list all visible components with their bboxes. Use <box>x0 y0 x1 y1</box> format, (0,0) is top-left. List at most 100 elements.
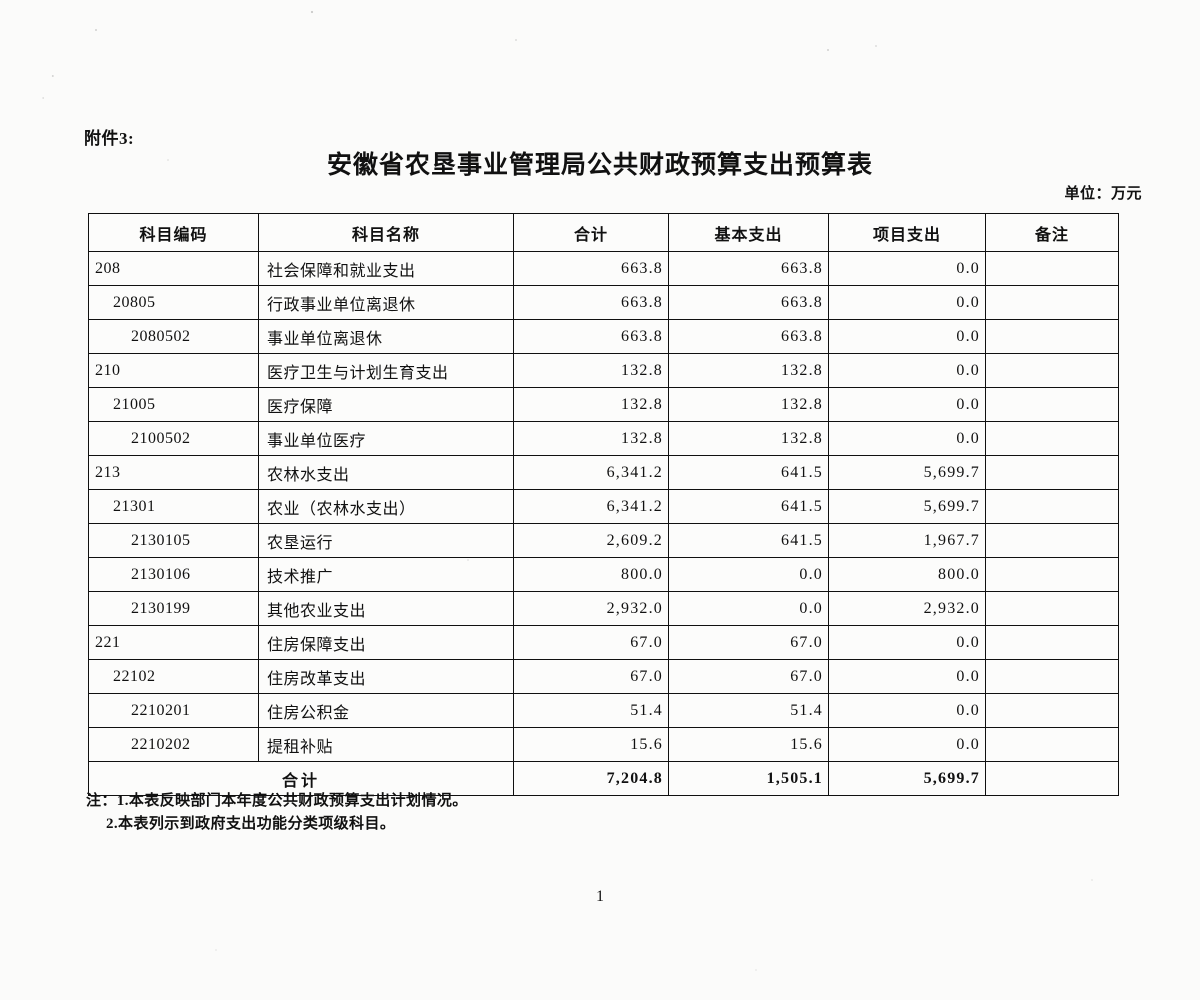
cell-subject-code: 2130106 <box>88 557 259 592</box>
cell-project-expenditure: 1,967.7 <box>828 523 986 558</box>
cell-project-expenditure: 0.0 <box>828 659 986 694</box>
cell-remark <box>985 693 1119 728</box>
unit-note: 单位：万元 <box>1064 186 1142 202</box>
table-row: 210 医疗卫生与计划生育支出 132.8 132.8 0.0 <box>88 353 1119 388</box>
cell-remark <box>985 523 1119 558</box>
cell-remark <box>985 455 1119 490</box>
cell-project-expenditure: 800.0 <box>828 557 986 592</box>
cell-subject-name: 其他农业支出 <box>258 591 514 626</box>
cell-subject-name: 行政事业单位离退休 <box>258 285 514 320</box>
cell-subject-name: 农垦运行 <box>258 523 514 558</box>
total-row-remark <box>985 761 1119 796</box>
cell-project-expenditure: 0.0 <box>828 693 986 728</box>
table-row: 21005 医疗保障 132.8 132.8 0.0 <box>88 387 1119 422</box>
page-title: 安徽省农垦事业管理局公共财政预算支出预算表 <box>326 152 873 179</box>
cell-remark <box>985 353 1119 388</box>
table-row: 208 社会保障和就业支出 663.8 663.8 0.0 <box>88 251 1119 286</box>
cell-basic-expenditure: 641.5 <box>668 523 829 558</box>
cell-subject-name: 事业单位医疗 <box>258 421 514 456</box>
cell-basic-expenditure: 132.8 <box>668 387 829 422</box>
cell-project-expenditure: 0.0 <box>828 251 986 286</box>
cell-project-expenditure: 0.0 <box>828 727 986 762</box>
cell-remark <box>985 421 1119 456</box>
cell-subject-code: 2130105 <box>88 523 259 558</box>
cell-remark <box>985 489 1119 524</box>
cell-total: 800.0 <box>513 557 669 592</box>
footnotes: 注：1.本表反映部门本年度公共财政预算支出计划情况。 2.本表列示到政府支出功能… <box>86 790 468 837</box>
cell-project-expenditure: 0.0 <box>828 285 986 320</box>
cell-total: 2,609.2 <box>513 523 669 558</box>
table-row: 2080502 事业单位离退休 663.8 663.8 0.0 <box>88 319 1119 354</box>
cell-basic-expenditure: 663.8 <box>668 285 829 320</box>
cell-total: 132.8 <box>513 387 669 422</box>
table-body: 208 社会保障和就业支出 663.8 663.8 0.0 20805 行政事业单位离退休 6… <box>88 251 1119 762</box>
cell-total: 132.8 <box>513 421 669 456</box>
cell-subject-code: 2210202 <box>88 727 259 762</box>
cell-subject-code: 21301 <box>88 489 259 524</box>
cell-remark <box>985 251 1119 286</box>
cell-subject-name: 农业（农林水支出） <box>258 489 514 524</box>
column-header-remark: 备注 <box>985 213 1119 252</box>
cell-subject-code: 208 <box>88 251 259 286</box>
cell-basic-expenditure: 663.8 <box>668 319 829 354</box>
total-row-label: 合计 <box>88 761 514 796</box>
cell-remark <box>985 625 1119 660</box>
column-header-name: 科目名称 <box>258 213 514 252</box>
cell-remark <box>985 659 1119 694</box>
table-row: 21301 农业（农林水支出） 6,341.2 641.5 5,699.7 <box>88 489 1119 524</box>
column-header-code: 科目编码 <box>88 213 259 252</box>
table-row: 2130106 技术推广 800.0 0.0 800.0 <box>88 557 1119 592</box>
cell-subject-name: 住房公积金 <box>258 693 514 728</box>
cell-basic-expenditure: 641.5 <box>668 489 829 524</box>
cell-remark <box>985 387 1119 422</box>
cell-project-expenditure: 2,932.0 <box>828 591 986 626</box>
cell-basic-expenditure: 15.6 <box>668 727 829 762</box>
cell-total: 663.8 <box>513 251 669 286</box>
cell-subject-code: 2100502 <box>88 421 259 456</box>
cell-subject-code: 210 <box>88 353 259 388</box>
cell-subject-name: 住房改革支出 <box>258 659 514 694</box>
cell-total: 6,341.2 <box>513 489 669 524</box>
cell-project-expenditure: 5,699.7 <box>828 489 986 524</box>
cell-basic-expenditure: 132.8 <box>668 421 829 456</box>
cell-subject-name: 事业单位离退休 <box>258 319 514 354</box>
cell-remark <box>985 557 1119 592</box>
table-total-row: 合计 7,204.8 1,505.1 5,699.7 <box>88 761 1119 796</box>
total-row-project: 5,699.7 <box>828 761 986 796</box>
cell-subject-code: 213 <box>88 455 259 490</box>
table-row: 22102 住房改革支出 67.0 67.0 0.0 <box>88 659 1119 694</box>
budget-expenditure-table: 科目编码 科目名称 合计 基本支出 项目支出 备注 208 社会保障和就业支出 66… <box>88 213 1119 796</box>
page-number: 1 <box>596 888 604 905</box>
cell-project-expenditure: 0.0 <box>828 387 986 422</box>
column-header-total: 合计 <box>513 213 669 252</box>
cell-total: 663.8 <box>513 319 669 354</box>
cell-project-expenditure: 0.0 <box>828 625 986 660</box>
footnote-2: 2.本表列示到政府支出功能分类项级科目。 <box>106 816 396 833</box>
cell-subject-code: 20805 <box>88 285 259 320</box>
cell-subject-name: 住房保障支出 <box>258 625 514 660</box>
cell-total: 67.0 <box>513 625 669 660</box>
footnote-1: 注：1.本表反映部门本年度公共财政预算支出计划情况。 <box>86 793 468 809</box>
cell-subject-code: 21005 <box>88 387 259 422</box>
column-header-basic: 基本支出 <box>668 213 829 252</box>
cell-project-expenditure: 5,699.7 <box>828 455 986 490</box>
cell-total: 15.6 <box>513 727 669 762</box>
attachment-label: 附件3: <box>84 129 135 148</box>
cell-total: 6,341.2 <box>513 455 669 490</box>
table-row: 2130199 其他农业支出 2,932.0 0.0 2,932.0 <box>88 591 1119 626</box>
cell-total: 2,932.0 <box>513 591 669 626</box>
cell-subject-code: 22102 <box>88 659 259 694</box>
cell-subject-name: 技术推广 <box>258 557 514 592</box>
cell-remark <box>985 285 1119 320</box>
cell-subject-code: 221 <box>88 625 259 660</box>
table-row: 213 农林水支出 6,341.2 641.5 5,699.7 <box>88 455 1119 490</box>
cell-total: 663.8 <box>513 285 669 320</box>
cell-subject-code: 2210201 <box>88 693 259 728</box>
cell-subject-name: 提租补贴 <box>258 727 514 762</box>
table-row: 2100502 事业单位医疗 132.8 132.8 0.0 <box>88 421 1119 456</box>
cell-basic-expenditure: 67.0 <box>668 659 829 694</box>
cell-total: 67.0 <box>513 659 669 694</box>
cell-subject-name: 医疗保障 <box>258 387 514 422</box>
column-header-project: 项目支出 <box>828 213 986 252</box>
